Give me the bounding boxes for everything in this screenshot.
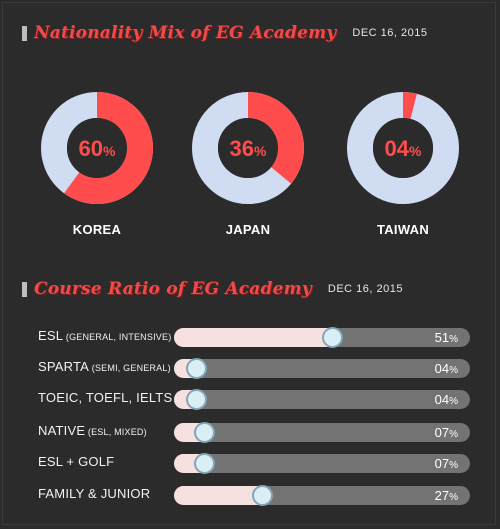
infographic-frame bbox=[2, 2, 496, 525]
bar-row: SPARTA (SEMI, GENERAL) 04% bbox=[0, 357, 500, 379]
bar-category-sublabel: (SEMI, GENERAL) bbox=[89, 363, 171, 373]
bar-knob bbox=[185, 389, 207, 410]
bar-row: ESL (GENERAL, INTENSIVE) 51% bbox=[0, 326, 500, 348]
donut-svg: 60% bbox=[41, 92, 154, 204]
bar-value-label: 27% bbox=[434, 488, 458, 503]
donut-slice-korea bbox=[64, 92, 154, 204]
nationality-date: DEC 16, 2015 bbox=[352, 27, 428, 39]
bar-value-label: 04% bbox=[434, 392, 458, 407]
nationality-header: Nationality Mix of EG Academy DEC 16, 20… bbox=[22, 20, 427, 46]
bar-category-label: ESL + GOLF bbox=[38, 454, 115, 469]
donut-slice-japan bbox=[248, 92, 304, 184]
bar-knob bbox=[185, 358, 207, 379]
donut-japan: 36% JAPAN bbox=[191, 91, 305, 237]
bar-category-label: TOEIC, TOEFL, IELTS bbox=[38, 390, 173, 405]
bar-category-label: SPARTA (SEMI, GENERAL) bbox=[38, 359, 171, 374]
bar-track: 07% bbox=[174, 422, 470, 443]
donut-taiwan: 04% TAIWAN bbox=[346, 91, 460, 237]
bar-value-label: 07% bbox=[434, 456, 458, 471]
course-header: Course Ratio of EG Academy DEC 16, 2015 bbox=[22, 276, 403, 302]
bar-track: 27% bbox=[174, 485, 470, 506]
bar-fill bbox=[174, 328, 332, 347]
bar-category-label: ESL (GENERAL, INTENSIVE) bbox=[38, 328, 172, 343]
donut-value-label: 04% bbox=[385, 136, 422, 161]
course-date: DEC 16, 2015 bbox=[327, 283, 403, 295]
bar-fill bbox=[174, 486, 263, 505]
donut-category-label: KOREA bbox=[72, 222, 122, 237]
bar-row: NATIVE (ESL, MIXED) 07% bbox=[0, 421, 500, 443]
bar-knob bbox=[252, 485, 274, 506]
bar-category-label: NATIVE (ESL, MIXED) bbox=[38, 423, 147, 438]
donut-slice-taiwan bbox=[403, 92, 417, 119]
nationality-title: Nationality Mix of EG Academy bbox=[34, 23, 337, 43]
course-title: Course Ratio of EG Academy bbox=[34, 279, 312, 299]
donut-hole bbox=[373, 118, 433, 178]
bar-category-sublabel: (GENERAL, INTENSIVE) bbox=[63, 332, 172, 342]
bar-track: 51% bbox=[174, 327, 470, 348]
donut-hole bbox=[67, 118, 127, 178]
donut-value-label: 60% bbox=[79, 136, 116, 161]
donut-svg: 36% bbox=[192, 92, 304, 204]
bar-row: FAMILY & JUNIOR 27% bbox=[0, 484, 500, 506]
bar-category-label: FAMILY & JUNIOR bbox=[38, 486, 151, 501]
donut-hole bbox=[218, 118, 278, 178]
donut-value-label: 36% bbox=[230, 136, 267, 161]
bar-knob bbox=[194, 422, 216, 443]
header-marker bbox=[22, 25, 27, 41]
bar-track: 07% bbox=[174, 453, 470, 474]
bar-value-label: 07% bbox=[434, 425, 458, 440]
header-marker bbox=[22, 281, 27, 297]
bar-knob bbox=[321, 327, 343, 348]
donut-category-label: TAIWAN bbox=[376, 222, 430, 237]
bar-value-label: 51% bbox=[434, 330, 458, 345]
bar-category-sublabel: (ESL, MIXED) bbox=[85, 427, 147, 437]
bar-track: 04% bbox=[174, 389, 470, 410]
donut-korea: 60% KOREA bbox=[40, 91, 154, 237]
bar-track: 04% bbox=[174, 358, 470, 379]
bar-row: TOEIC, TOEFL, IELTS 04% bbox=[0, 388, 500, 410]
bar-value-label: 04% bbox=[434, 361, 458, 376]
bar-knob bbox=[194, 453, 216, 474]
donut-category-label: JAPAN bbox=[225, 222, 271, 237]
donut-svg: 04% bbox=[347, 92, 459, 204]
bar-row: ESL + GOLF 07% bbox=[0, 452, 500, 474]
